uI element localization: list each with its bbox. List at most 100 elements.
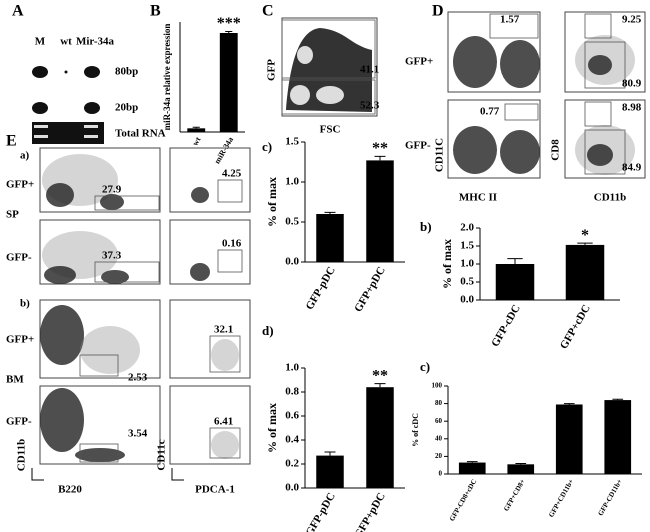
y-tick-label: 0.6 <box>285 410 299 422</box>
y-tick-label: 1.5 <box>460 240 474 252</box>
x-tick-label: GFP-pDC <box>304 265 338 312</box>
significance: ** <box>372 367 388 384</box>
y-tick-label: 2.0 <box>460 222 474 234</box>
bar <box>316 455 344 488</box>
row-label: GFP- <box>6 252 32 264</box>
panel-label: C <box>262 3 274 20</box>
contour <box>290 85 310 105</box>
gate <box>209 335 241 373</box>
panel-label: A <box>12 3 24 20</box>
gate <box>504 103 539 121</box>
scatter <box>40 388 84 452</box>
gate <box>584 41 626 89</box>
gel-label: Total RNA <box>115 128 166 140</box>
y-tick-label: 0 <box>439 470 443 478</box>
axis-label: B220 <box>58 484 82 496</box>
band <box>84 66 100 78</box>
gate <box>584 13 612 39</box>
scatter <box>588 55 612 75</box>
bar <box>366 387 394 488</box>
row-label: BM <box>6 374 24 386</box>
y-tick-label: 0.5 <box>285 216 299 228</box>
significance: ** <box>372 140 388 157</box>
scatter <box>211 431 239 459</box>
x-tick-label: GFP+pDC <box>352 265 388 315</box>
y-tick-label: 1.0 <box>285 362 299 374</box>
gate <box>584 101 612 127</box>
gate <box>489 13 539 39</box>
y-axis-label: % of cDC <box>411 413 420 447</box>
error-bar <box>324 451 336 456</box>
sub-label: d) <box>262 323 274 338</box>
gate <box>217 249 243 273</box>
band <box>84 102 100 114</box>
bar <box>458 462 486 474</box>
error-bar <box>507 258 523 264</box>
bar <box>565 244 605 300</box>
axis-label: GFP <box>266 59 278 81</box>
row-label: GFP+ <box>6 179 34 191</box>
scatter <box>101 270 129 284</box>
y-tick-label: 0.8 <box>285 386 299 398</box>
y-tick-label: 0.4 <box>285 434 299 446</box>
gate <box>94 261 160 283</box>
gate <box>281 19 376 79</box>
gate <box>79 443 119 463</box>
y-axis-label: % of max <box>265 403 279 453</box>
y-axis-label: miR-34a relative expression <box>162 24 172 131</box>
x-tick-label: wt <box>191 135 203 147</box>
gate-value: 84.9 <box>622 162 642 174</box>
gate-value: 6.41 <box>214 416 233 428</box>
row-label: GFP- <box>405 140 431 152</box>
y-axis-label: % of max <box>440 239 454 289</box>
gel-label: wt <box>60 36 72 48</box>
y-tick-label: 20 <box>435 452 443 460</box>
x-tick-label: GFP-cDC <box>489 303 523 349</box>
gate-value: 27.9 <box>102 184 122 196</box>
row-label: SP <box>6 209 19 221</box>
axis-label: CD8 <box>550 139 562 161</box>
significance: * <box>581 227 589 244</box>
error-bar <box>515 462 527 465</box>
contour <box>500 130 540 174</box>
y-tick-label: 1.0 <box>460 258 474 270</box>
flow-plots <box>447 11 646 179</box>
sub-label: b) <box>20 298 30 310</box>
scatter <box>46 183 74 207</box>
flow-plot <box>564 11 646 93</box>
bar <box>604 400 632 474</box>
gel-rna <box>84 135 98 138</box>
error-bar <box>466 461 478 463</box>
axis-label: CD11C <box>434 138 446 172</box>
axis-label: PDCA-1 <box>195 484 235 496</box>
x-tick-label: GFP+pDC <box>352 491 388 532</box>
y-tick-label: 60 <box>435 417 443 425</box>
contour <box>297 46 313 64</box>
scatter <box>211 339 239 371</box>
x-tick-label: GFP-pDC <box>304 491 338 532</box>
y-tick-label: 40 <box>435 434 443 442</box>
scatter <box>75 448 125 462</box>
axis-label: FSC <box>320 124 341 136</box>
gate-value: 2.53 <box>128 372 148 384</box>
scatter <box>80 326 140 374</box>
band <box>64 70 68 74</box>
error-bar <box>374 155 386 161</box>
panel-label: D <box>432 3 444 20</box>
gate-value: 80.9 <box>622 78 642 90</box>
scatter <box>191 187 209 203</box>
axis-arrow <box>31 468 44 481</box>
gate-value: 0.77 <box>480 106 500 118</box>
bar <box>507 464 535 474</box>
gate-value: 52.3 <box>360 100 380 112</box>
contour <box>453 126 497 174</box>
y-axis-label: % of max <box>265 177 279 227</box>
y-tick-label: 80 <box>435 399 443 407</box>
scatter <box>44 266 76 284</box>
axis-label: CD11c <box>156 439 168 470</box>
gel-label: 80bp <box>115 66 138 78</box>
scatter <box>40 305 84 365</box>
x-tick-label: GFP+CD8+ <box>502 478 527 513</box>
contour <box>453 36 497 88</box>
